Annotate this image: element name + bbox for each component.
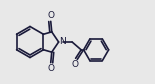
Text: N: N — [59, 37, 66, 47]
Text: O: O — [47, 64, 54, 73]
Text: O: O — [47, 11, 54, 20]
Text: O: O — [72, 60, 79, 69]
